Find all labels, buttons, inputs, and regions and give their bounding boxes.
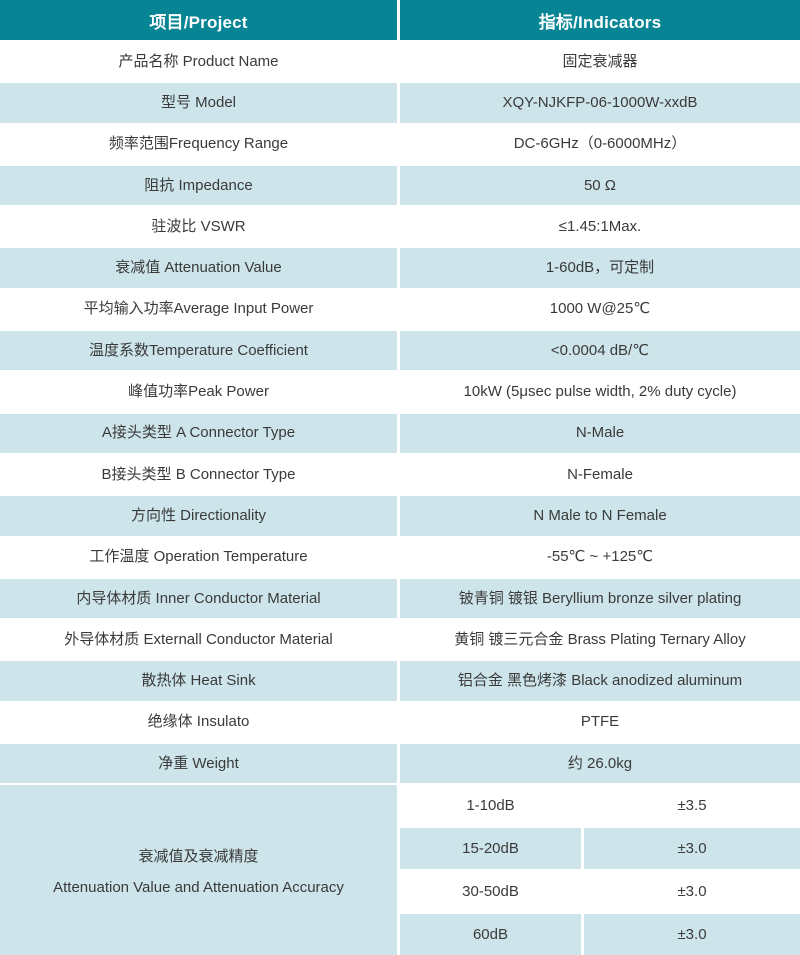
- spec-label: 温度系数Temperature Coefficient: [0, 331, 400, 371]
- spec-label: 绝缘体 Insulato: [0, 702, 400, 743]
- accuracy-range: 15-20dB: [400, 828, 584, 870]
- spec-label: 工作温度 Operation Temperature: [0, 537, 400, 577]
- spec-label: 频率范围Frequency Range: [0, 124, 400, 164]
- spec-value: PTFE: [580, 713, 620, 731]
- accuracy-tolerance: ±3.0: [677, 883, 707, 901]
- accuracy-section: 衰减值及衰减精度 Attenuation Value and Attenuati…: [0, 785, 800, 955]
- row-insulator: 绝缘体 Insulato PTFE: [0, 702, 800, 745]
- spec-value: 铝合金 黑色烤漆 Black anodized aluminum: [457, 672, 743, 690]
- spec-label: 内导体材质 Inner Conductor Material: [0, 578, 400, 619]
- accuracy-tolerance: ±3.5: [677, 797, 707, 815]
- spec-value: 约 26.0kg: [567, 754, 633, 772]
- spec-value: 1-60dB，可定制: [545, 259, 655, 277]
- spec-value: 黄铜 镀三元合金 Brass Plating Ternary Alloy: [454, 630, 746, 648]
- accuracy-rows: 1-10dB ±3.5 15-20dB ±3.0 30-50dB ±3.0 60…: [400, 785, 800, 955]
- spec-rows: 产品名称 Product Name 固定衰减器 型号 Model XQY-NJK…: [0, 42, 800, 786]
- spec-value: 50 Ω: [583, 176, 617, 194]
- spec-value: N-Male: [575, 424, 625, 442]
- row-a-connector-type: A接头类型 A Connector Type N-Male: [0, 413, 800, 455]
- spec-value: 铍青铜 镀银 Beryllium bronze silver plating: [458, 589, 742, 607]
- spec-label: 峰值功率Peak Power: [0, 372, 400, 412]
- header-indicators: 指标/Indicators: [538, 12, 662, 32]
- spec-label: 净重 Weight: [0, 744, 400, 784]
- row-vswr: 驻波比 VSWR ≤1.45:1Max.: [0, 207, 800, 249]
- spec-label: 驻波比 VSWR: [0, 207, 400, 247]
- row-external-conductor-material: 外导体材质 Externall Conductor Material 黄铜 镀三…: [0, 620, 800, 662]
- row-heat-sink: 散热体 Heat Sink 铝合金 黑色烤漆 Black anodized al…: [0, 661, 800, 703]
- row-operation-temperature: 工作温度 Operation Temperature -55℃ ~ +125℃: [0, 537, 800, 579]
- accuracy-range: 30-50dB: [400, 871, 584, 913]
- accuracy-tolerance: ±3.0: [677, 840, 707, 858]
- spec-label: 阻抗 Impedance: [0, 165, 400, 206]
- row-attenuation-value: 衰减值 Attenuation Value 1-60dB，可定制: [0, 248, 800, 290]
- spec-value: DC-6GHz（0-6000MHz）: [513, 135, 687, 153]
- spec-label: A接头类型 A Connector Type: [0, 413, 400, 453]
- spec-value: ≤1.45:1Max.: [558, 217, 642, 235]
- spec-value: <0.0004 dB/℃: [550, 341, 650, 359]
- accuracy-label-en: Attenuation Value and Attenuation Accura…: [53, 878, 344, 896]
- spec-label: 平均输入功率Average Input Power: [0, 289, 400, 330]
- spec-value: -55℃ ~ +125℃: [546, 548, 654, 566]
- row-average-input-power: 平均输入功率Average Input Power 1000 W@25℃: [0, 289, 800, 332]
- spec-label: 散热体 Heat Sink: [0, 661, 400, 701]
- accuracy-label-cn: 衰减值及衰减精度: [138, 847, 259, 865]
- accuracy-row-30-50db: 30-50dB ±3.0: [400, 871, 800, 915]
- row-product-name: 产品名称 Product Name 固定衰减器: [0, 42, 800, 84]
- row-model: 型号 Model XQY-NJKFP-06-1000W-xxdB: [0, 83, 800, 125]
- spec-label: 外导体材质 Externall Conductor Material: [0, 620, 400, 660]
- accuracy-label: 衰减值及衰减精度 Attenuation Value and Attenuati…: [0, 785, 400, 955]
- spec-label: 衰减值 Attenuation Value: [0, 248, 400, 288]
- accuracy-range: 60dB: [400, 914, 584, 955]
- row-inner-conductor-material: 内导体材质 Inner Conductor Material 铍青铜 镀银 Be…: [0, 578, 800, 621]
- spec-label: 型号 Model: [0, 83, 400, 123]
- spec-label: 产品名称 Product Name: [0, 42, 400, 82]
- row-frequency-range: 频率范围Frequency Range DC-6GHz（0-6000MHz）: [0, 124, 800, 166]
- table-header: 项目/Project 指标/Indicators: [0, 0, 800, 42]
- spec-label: 方向性 Directionality: [0, 496, 400, 536]
- accuracy-range: 1-10dB: [400, 785, 584, 827]
- row-impedance: 阻抗 Impedance 50 Ω: [0, 165, 800, 208]
- spec-value: N Male to N Female: [533, 506, 667, 524]
- spec-value: N-Female: [567, 465, 633, 483]
- row-peak-power: 峰值功率Peak Power 10kW (5μsec pulse width, …: [0, 372, 800, 414]
- row-temperature-coefficient: 温度系数Temperature Coefficient <0.0004 dB/℃: [0, 331, 800, 373]
- spec-value: 1000 W@25℃: [549, 300, 651, 318]
- accuracy-tolerance: ±3.0: [677, 926, 707, 944]
- accuracy-row-15-20db: 15-20dB ±3.0: [400, 828, 800, 872]
- accuracy-row-60db: 60dB ±3.0: [400, 914, 800, 955]
- spec-value: 固定衰减器: [562, 52, 638, 70]
- row-directionality: 方向性 Directionality N Male to N Female: [0, 496, 800, 538]
- row-b-connector-type: B接头类型 B Connector Type N-Female: [0, 454, 800, 497]
- spec-value: 10kW (5μsec pulse width, 2% duty cycle): [463, 383, 737, 401]
- spec-label: B接头类型 B Connector Type: [0, 454, 400, 495]
- row-weight: 净重 Weight 约 26.0kg: [0, 744, 800, 786]
- header-project: 项目/Project: [0, 0, 400, 40]
- accuracy-row-1-10db: 1-10dB ±3.5: [400, 785, 800, 829]
- spec-value: XQY-NJKFP-06-1000W-xxdB: [502, 93, 698, 111]
